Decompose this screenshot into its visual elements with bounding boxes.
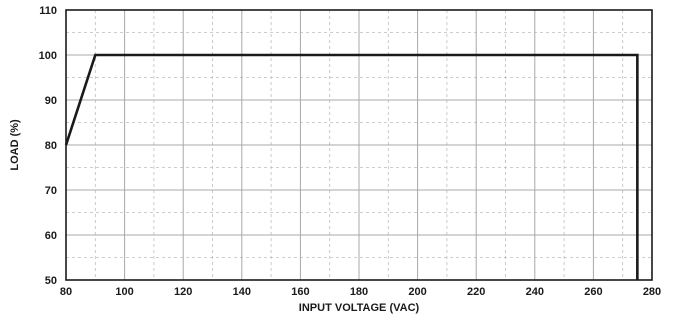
x-tick-label: 260 <box>584 286 602 298</box>
y-tick-label: 50 <box>45 275 57 287</box>
x-tick-label: 160 <box>291 286 309 298</box>
series-line <box>64 53 639 280</box>
plot-frame <box>65 9 653 281</box>
x-axis-ticks: 80 100 120 140 160 180 200 220 240 260 280 <box>60 286 661 298</box>
x-tick-label: 80 <box>60 286 72 298</box>
y-axis-ticks: 50 60 70 80 90 100 110 <box>39 5 57 287</box>
y-tick-label: 110 <box>39 5 57 17</box>
grid <box>66 10 652 280</box>
x-axis-title: INPUT VOLTAGE (VAC) <box>299 302 420 314</box>
x-tick-label: 120 <box>174 286 192 298</box>
y-tick-label: 90 <box>45 95 57 107</box>
x-tick-label: 140 <box>233 286 251 298</box>
series-layer <box>64 53 639 280</box>
x-tick-label: 200 <box>408 286 426 298</box>
x-tick-label: 280 <box>643 286 661 298</box>
x-tick-label: 240 <box>526 286 544 298</box>
y-tick-label: 100 <box>39 50 57 62</box>
y-tick-label: 70 <box>45 185 57 197</box>
x-tick-label: 100 <box>115 286 133 298</box>
y-tick-label: 80 <box>45 140 57 152</box>
x-tick-label: 220 <box>467 286 485 298</box>
y-tick-label: 60 <box>45 230 57 242</box>
y-axis-title: LOAD (%) <box>9 119 21 171</box>
x-tick-label: 180 <box>350 286 368 298</box>
